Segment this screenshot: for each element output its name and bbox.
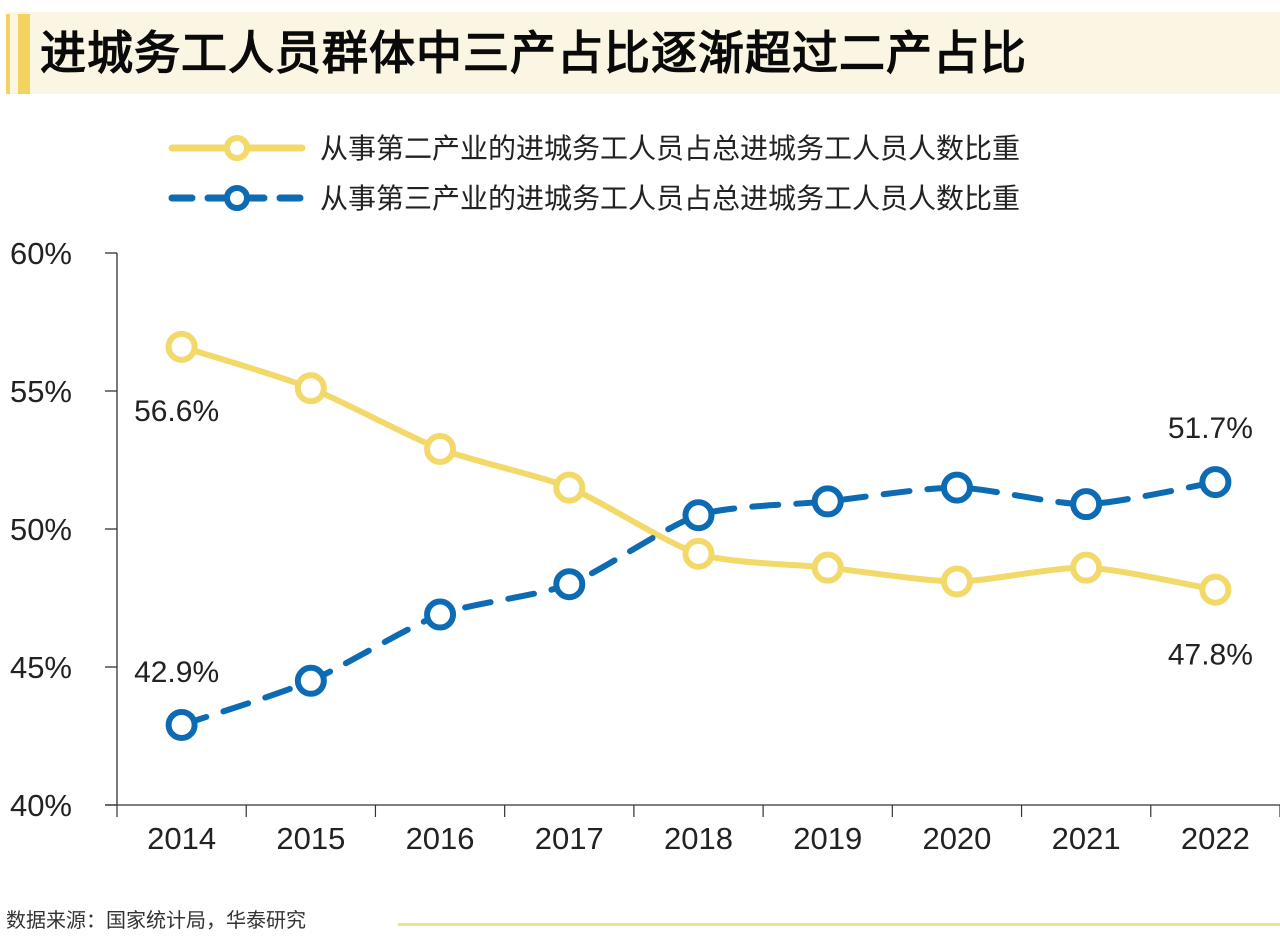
point-tertiary-2018 bbox=[682, 499, 715, 532]
point-tertiary-2015 bbox=[294, 664, 327, 697]
legend-marker-secondary bbox=[224, 135, 250, 161]
point-tertiary-2021 bbox=[1070, 488, 1103, 521]
point-secondary-2018 bbox=[682, 537, 715, 570]
point-tertiary-2019 bbox=[811, 485, 844, 518]
title-accent-thick bbox=[18, 14, 30, 94]
x-tick-label: 2020 bbox=[922, 821, 991, 856]
x-tick-label: 2018 bbox=[664, 821, 733, 856]
x-tick-label: 2014 bbox=[147, 821, 216, 856]
point-secondary-2017 bbox=[553, 471, 586, 504]
legend: 从事第二产业的进城务工人员占总进城务工人员人数比重从事第三产业的进城务工人员占总… bbox=[168, 132, 1020, 215]
data-label-tertiary-2014: 42.9% bbox=[134, 656, 219, 689]
x-tick-label: 2017 bbox=[535, 821, 604, 856]
title-bar bbox=[8, 12, 1280, 94]
legend-marker-tertiary bbox=[224, 185, 250, 211]
data-labels: 56.6% 47.8% 42.9% 51.7% bbox=[134, 395, 1253, 689]
title-accent-thin bbox=[6, 14, 10, 94]
data-label-secondary-2022: 47.8% bbox=[1168, 639, 1253, 672]
point-secondary-2015 bbox=[294, 372, 327, 405]
point-tertiary-2016 bbox=[424, 598, 457, 631]
y-tick-label: 50% bbox=[10, 512, 72, 547]
point-secondary-2019 bbox=[811, 551, 844, 584]
y-tick-label: 60% bbox=[10, 236, 72, 271]
legend-label-secondary: 从事第二产业的进城务工人员占总进城务工人员人数比重 bbox=[320, 132, 1020, 165]
x-tick-label: 2015 bbox=[276, 821, 345, 856]
point-secondary-2014 bbox=[165, 330, 198, 363]
point-secondary-2020 bbox=[940, 565, 973, 598]
x-tick-label: 2016 bbox=[406, 821, 475, 856]
point-secondary-2021 bbox=[1070, 551, 1103, 584]
y-tick-label: 55% bbox=[10, 374, 72, 409]
data-label-secondary-2014: 56.6% bbox=[134, 395, 219, 428]
point-tertiary-2022 bbox=[1199, 466, 1232, 499]
x-tick-label: 2022 bbox=[1181, 821, 1250, 856]
y-tick-label: 40% bbox=[10, 788, 72, 823]
footer-divider bbox=[398, 923, 1280, 926]
data-label-tertiary-2022: 51.7% bbox=[1168, 412, 1253, 445]
series-group bbox=[165, 330, 1232, 741]
x-tick-label: 2019 bbox=[793, 821, 862, 856]
y-tick-label: 45% bbox=[10, 650, 72, 685]
axes: 40% 45% 50% 55% 60% 2014 2015 2016 2017 2018 2019 2… bbox=[10, 236, 1280, 856]
x-tick-label: 2021 bbox=[1052, 821, 1121, 856]
series-line-tertiary-industry bbox=[178, 479, 1219, 728]
legend-label-tertiary: 从事第三产业的进城务工人员占总进城务工人员人数比重 bbox=[320, 182, 1020, 215]
point-secondary-2022 bbox=[1199, 573, 1232, 606]
point-tertiary-2020 bbox=[940, 471, 973, 504]
point-secondary-2016 bbox=[424, 432, 457, 465]
point-tertiary-2017 bbox=[553, 568, 586, 601]
data-source: 数据来源：国家统计局，华泰研究 bbox=[6, 908, 306, 932]
chart-title: 进城务工人员群体中三产占比逐渐超过二产占比 bbox=[40, 26, 1027, 80]
point-tertiary-2014 bbox=[165, 708, 198, 741]
